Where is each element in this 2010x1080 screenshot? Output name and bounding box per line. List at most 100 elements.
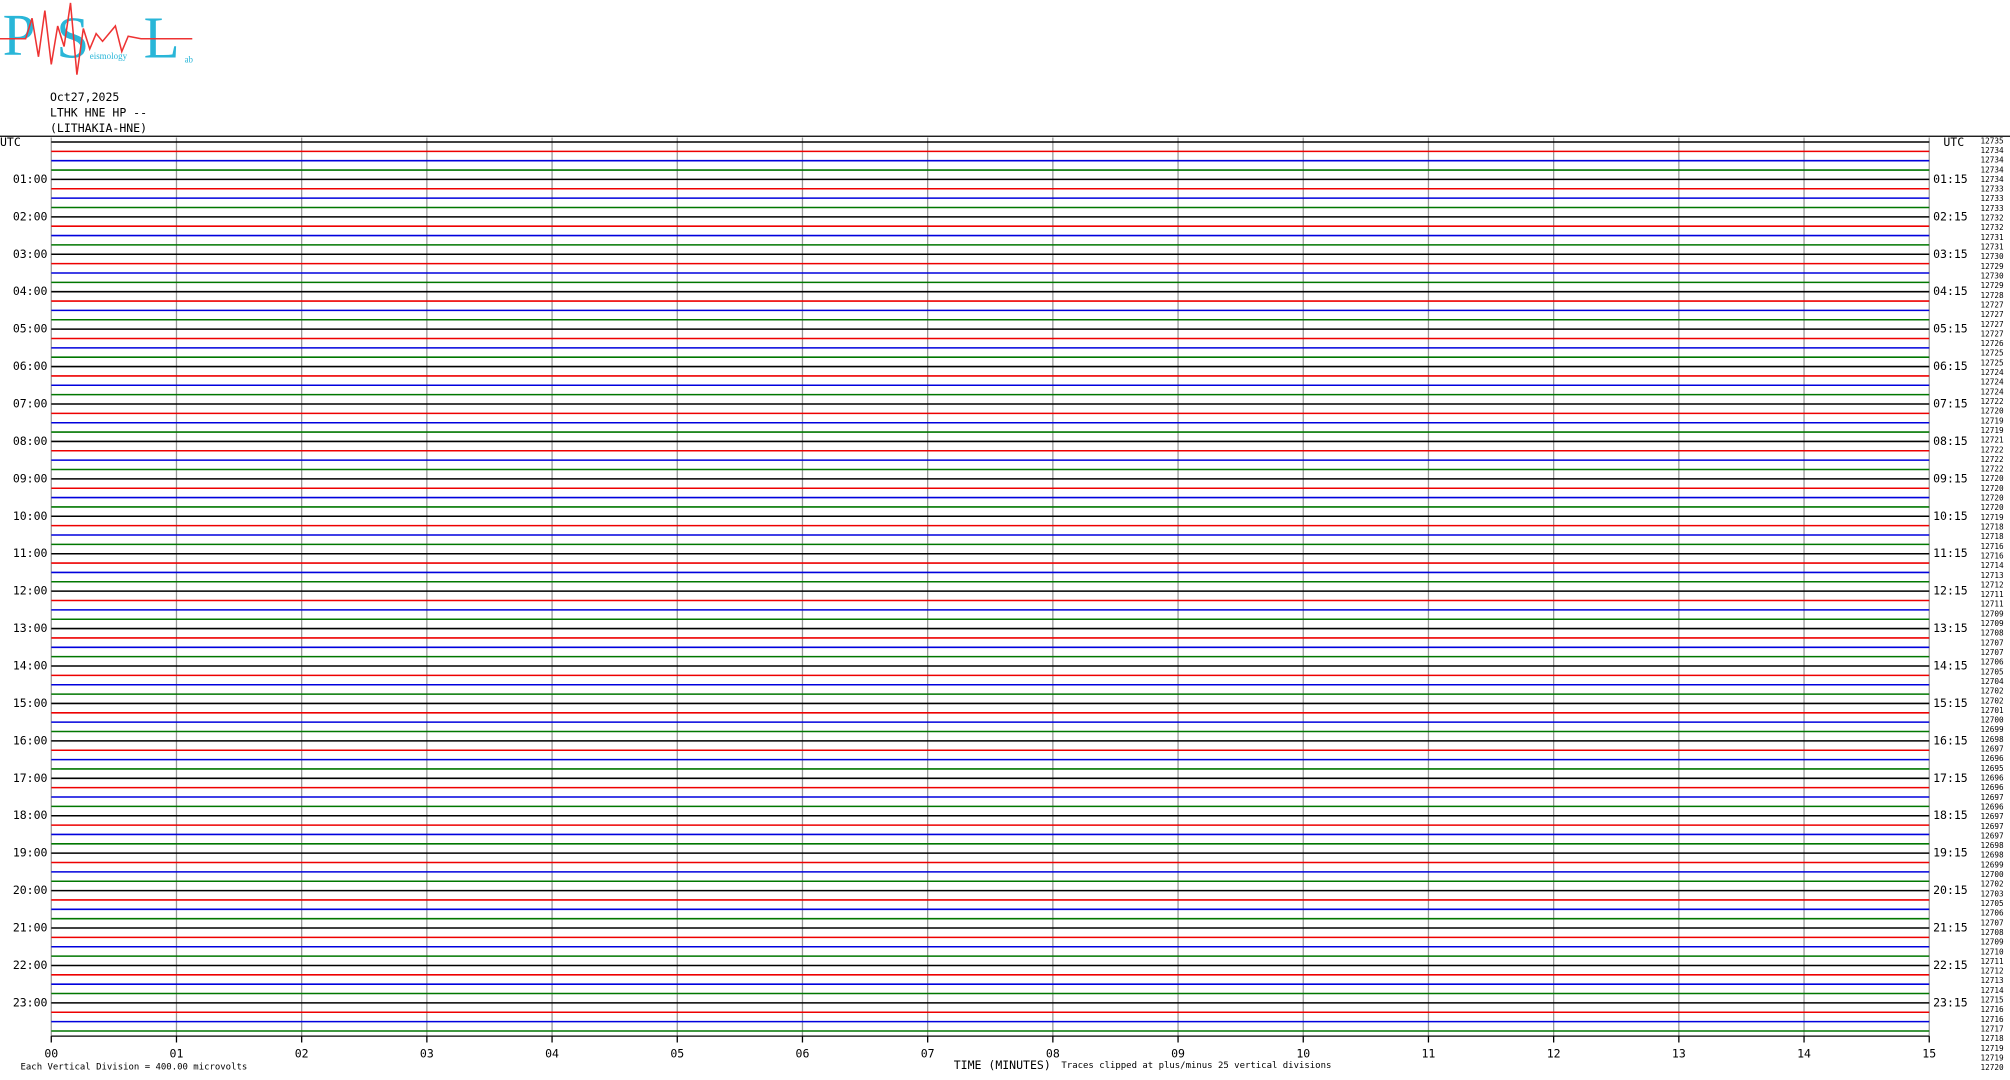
count-label: 12709 (1981, 609, 2005, 618)
count-label: 12716 (1981, 551, 2005, 560)
count-label: 12711 (1981, 957, 2005, 966)
count-label: 12726 (1981, 339, 2005, 348)
left-time-label: 14:00 (13, 659, 48, 673)
x-tick-label: 05 (670, 1047, 684, 1061)
x-tick-label: 15 (1922, 1047, 1936, 1061)
count-label: 12703 (1981, 889, 2005, 898)
right-time-label: 04:15 (1933, 284, 1968, 298)
count-label: 12697 (1981, 745, 2005, 754)
count-label: 12699 (1981, 725, 2005, 734)
count-label: 12698 (1981, 735, 2005, 744)
logo-letter: P (3, 2, 36, 68)
count-label: 12730 (1981, 271, 2005, 280)
x-tick-label: 12 (1547, 1047, 1561, 1061)
left-time-label: 09:00 (13, 471, 48, 485)
count-label: 12715 (1981, 996, 2005, 1005)
count-label: 12700 (1981, 870, 2005, 879)
count-label: 12722 (1981, 465, 2004, 474)
count-label: 12720 (1981, 407, 2005, 416)
x-tick-label: 07 (921, 1047, 935, 1061)
count-label: 12729 (1981, 262, 2005, 271)
count-label: 12708 (1981, 928, 2005, 937)
count-label: 12707 (1981, 918, 2005, 927)
count-label: 12711 (1981, 590, 2005, 599)
count-label: 12695 (1981, 764, 2005, 773)
logo-letter: L (144, 4, 180, 70)
right-time-label: 19:15 (1933, 846, 1968, 860)
count-label: 12719 (1981, 426, 2005, 435)
count-label: 12698 (1981, 841, 2005, 850)
right-time-label: 20:15 (1933, 883, 1968, 897)
right-time-label: 11:15 (1933, 546, 1968, 560)
count-label: 12709 (1981, 619, 2005, 628)
count-label: 12707 (1981, 648, 2005, 657)
count-label: 12701 (1981, 706, 2005, 715)
count-label: 12719 (1981, 513, 2005, 522)
right-time-label: 02:15 (1933, 209, 1968, 223)
count-label: 12699 (1981, 860, 2005, 869)
count-label: 12696 (1981, 754, 2005, 763)
count-label: 12697 (1981, 822, 2005, 831)
left-time-label: 17:00 (13, 771, 48, 785)
count-label: 12732 (1981, 214, 2004, 223)
right-time-label: 03:15 (1933, 247, 1968, 261)
count-label: 12702 (1981, 687, 2004, 696)
left-time-label: 11:00 (13, 546, 48, 560)
count-label: 12704 (1981, 677, 2005, 686)
count-label: 12710 (1981, 947, 2005, 956)
count-label: 12707 (1981, 638, 2005, 647)
count-label: 12721 (1981, 436, 2005, 445)
count-label: 12709 (1981, 938, 2005, 947)
count-label: 12727 (1981, 310, 2005, 319)
count-label: 12718 (1981, 1034, 2005, 1043)
count-label: 12720 (1981, 1063, 2005, 1072)
left-time-label: 19:00 (13, 846, 48, 860)
left-time-label: 07:00 (13, 396, 48, 410)
count-label: 12731 (1981, 243, 2005, 252)
count-label: 12719 (1981, 1053, 2005, 1062)
right-time-label: 09:15 (1933, 471, 1968, 485)
count-label: 12735 (1981, 136, 2005, 145)
header-station: LTHK HNE HP -- (50, 106, 147, 120)
count-label: 12720 (1981, 494, 2005, 503)
count-label: 12725 (1981, 349, 2005, 358)
count-label: 12724 (1981, 387, 2005, 396)
grid (0, 135, 2010, 1043)
count-label: 12712 (1981, 967, 2004, 976)
right-time-label: 10:15 (1933, 509, 1968, 523)
count-label: 12719 (1981, 1044, 2005, 1053)
count-label: 12706 (1981, 909, 2005, 918)
count-label: 12722 (1981, 397, 2004, 406)
count-label: 12705 (1981, 899, 2005, 908)
left-time-label: 12:00 (13, 584, 48, 598)
count-label: 12713 (1981, 571, 2005, 580)
x-tick-label: 01 (170, 1047, 184, 1061)
count-label: 12719 (1981, 416, 2005, 425)
x-tick-label: 14 (1797, 1047, 1811, 1061)
count-label: 12733 (1981, 194, 2005, 203)
count-label: 12697 (1981, 793, 2005, 802)
header-date: Oct27,2025 (50, 90, 119, 104)
count-label: 12732 (1981, 223, 2004, 232)
x-tick-label: 13 (1672, 1047, 1686, 1061)
right-time-label: 06:15 (1933, 359, 1968, 373)
right-time-label: 21:15 (1933, 921, 1968, 935)
count-label: 12700 (1981, 716, 2005, 725)
left-time-label: 04:00 (13, 284, 48, 298)
count-label: 12728 (1981, 291, 2005, 300)
count-label: 12733 (1981, 204, 2005, 213)
right-time-label: 18:15 (1933, 808, 1968, 822)
right-time-label: 22:15 (1933, 958, 1968, 972)
count-label: 12698 (1981, 851, 2005, 860)
count-label: 12734 (1981, 165, 2005, 174)
right-time-label: 15:15 (1933, 696, 1968, 710)
count-label: 12729 (1981, 281, 2005, 290)
logo-word: eismology (90, 51, 128, 61)
left-time-label: 20:00 (13, 883, 48, 897)
right-time-label: 05:15 (1933, 322, 1968, 336)
count-label: 12734 (1981, 156, 2005, 165)
left-time-label: 13:00 (13, 621, 48, 635)
x-tick-label: 10 (1296, 1047, 1310, 1061)
count-label: 12722 (1981, 445, 2004, 454)
